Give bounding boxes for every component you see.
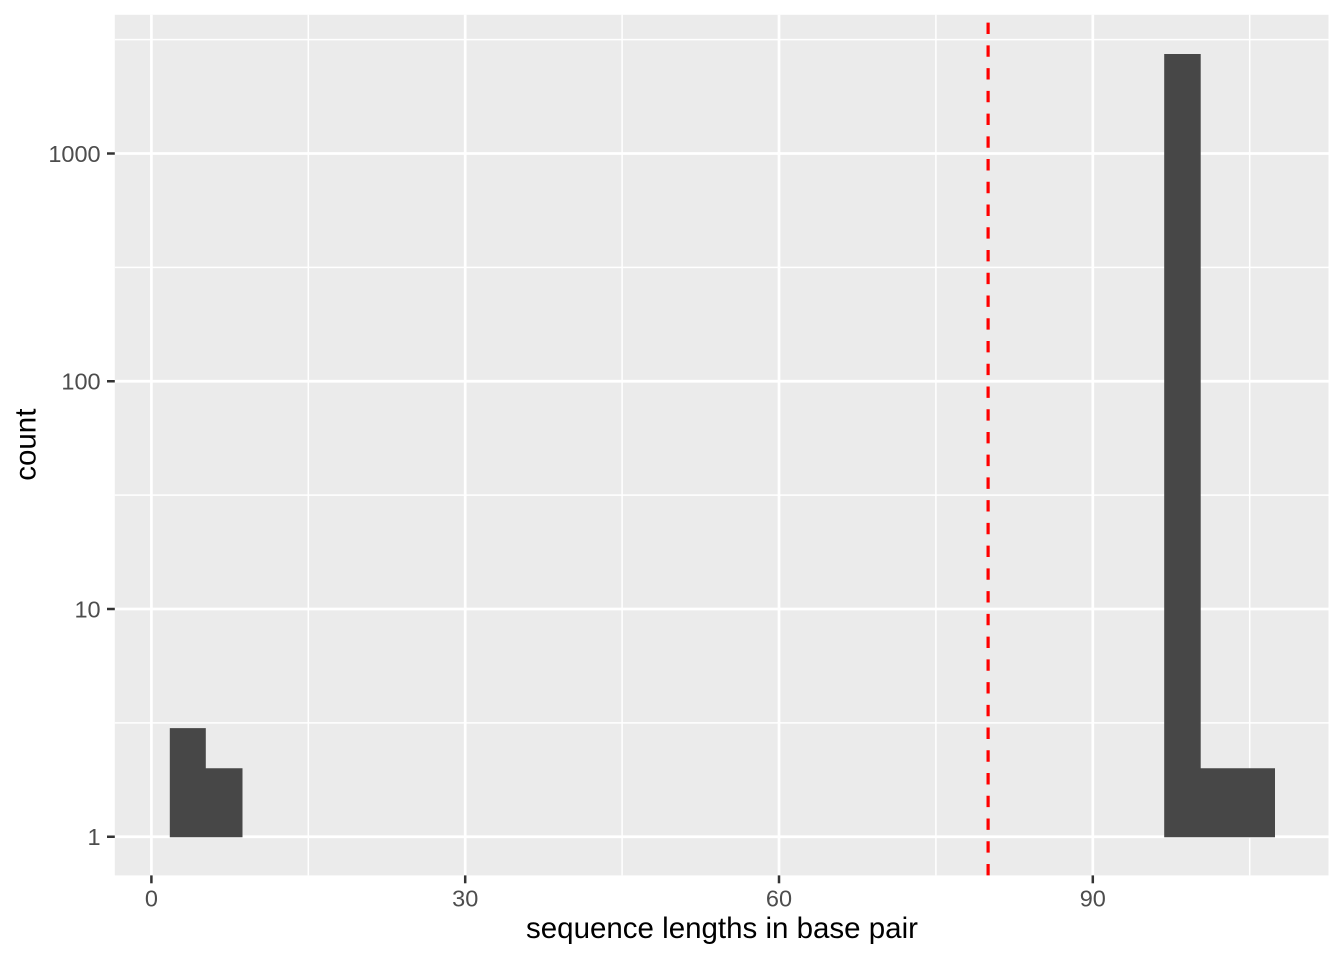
svg-text:90: 90 [1080,885,1106,911]
svg-text:1000: 1000 [48,141,100,167]
svg-text:30: 30 [452,885,478,911]
svg-text:60: 60 [766,885,792,911]
svg-text:1: 1 [88,824,101,850]
svg-text:count: count [10,409,43,481]
svg-text:100: 100 [61,369,100,395]
svg-text:0: 0 [145,885,158,911]
svg-text:10: 10 [74,596,100,622]
svg-text:sequence lengths in base pair: sequence lengths in base pair [526,912,918,945]
